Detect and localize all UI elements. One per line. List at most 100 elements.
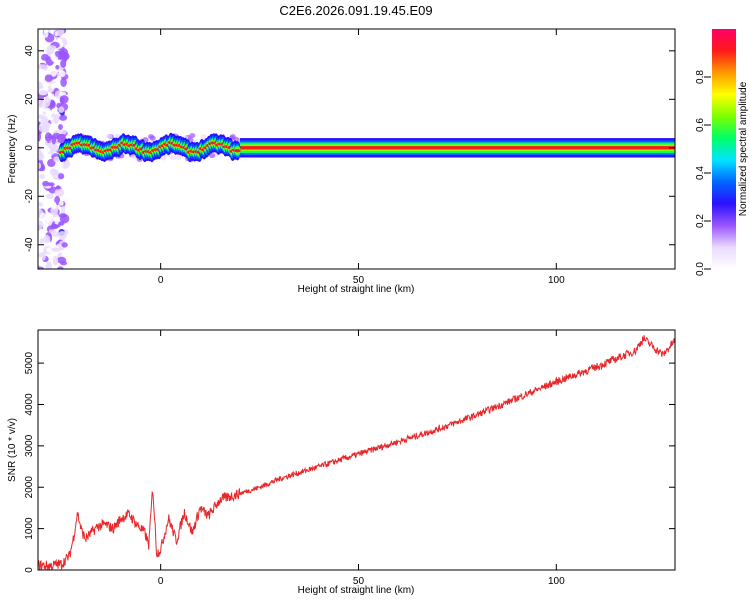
heatmap-cell xyxy=(56,185,61,190)
heatmap-cell xyxy=(38,131,41,142)
colorbar-ticks: 0.0 0.2 0.4 0.6 0.8 xyxy=(695,70,711,276)
heatmap-cell xyxy=(39,174,45,179)
x-tick-label: 0 xyxy=(158,576,164,587)
heatmap-cell xyxy=(61,251,67,258)
heatmap-ridge-cell xyxy=(234,148,241,153)
heatmap-cell xyxy=(60,260,68,266)
heatmap-cell xyxy=(44,96,51,107)
heatmap-cell xyxy=(58,124,63,131)
heatmap-cell xyxy=(60,77,67,87)
heatmap-cell xyxy=(45,261,53,269)
heatmap-cell xyxy=(42,180,50,187)
heatmap-cell xyxy=(40,53,50,61)
spectrogram-y-axis-label: Frequency (Hz) xyxy=(7,115,18,184)
heatmap-cell xyxy=(59,95,69,104)
y-tick-label: 1000 xyxy=(24,517,35,540)
y-tick-label: -40 xyxy=(24,237,35,252)
heatmap-cell xyxy=(61,129,67,135)
heatmap-cell xyxy=(40,145,50,154)
heatmap-cell xyxy=(50,263,60,269)
x-tick-label: 100 xyxy=(548,275,565,286)
heatmap-ridge-band xyxy=(239,146,675,150)
spectrogram-frame xyxy=(37,28,676,270)
heatmap-cell xyxy=(61,205,66,216)
heatmap-cell xyxy=(43,234,51,244)
heatmap-cell xyxy=(54,216,59,225)
heatmap-cell xyxy=(175,155,182,161)
heatmap-cell xyxy=(106,133,113,139)
heatmap-cell xyxy=(38,68,46,76)
heatmap-marks xyxy=(38,29,675,269)
heatmap-cell xyxy=(57,231,67,240)
colorbar: 0.0 0.2 0.4 0.6 0.8 Normalized spectral ampl… xyxy=(695,29,749,276)
heatmap-cell xyxy=(38,107,43,112)
colorbar-tick-label: 0.8 xyxy=(695,70,706,84)
heatmap-cell xyxy=(59,133,66,139)
heatmap-cell xyxy=(59,214,70,224)
y-tick-label: 20 xyxy=(24,93,35,105)
heatmap-cell xyxy=(38,124,49,133)
heatmap-cell xyxy=(52,255,59,266)
snr-x-axis-label: Height of straight line (km) xyxy=(298,585,415,596)
heatmap-cell xyxy=(44,132,52,143)
snr-series-line xyxy=(38,335,675,570)
colorbar-tick-label: 0.0 xyxy=(695,262,706,276)
heatmap-cell xyxy=(38,234,42,239)
heatmap-cell xyxy=(45,107,51,117)
heatmap-cell xyxy=(51,247,62,252)
heatmap-cell xyxy=(39,238,44,244)
heatmap-cell xyxy=(58,70,66,78)
heatmap-cell xyxy=(40,115,48,120)
heatmap-cell xyxy=(160,155,167,161)
heatmap-cell xyxy=(51,121,56,131)
snr-frame xyxy=(37,329,676,571)
y-tick-label: 2000 xyxy=(24,476,35,499)
y-tick-label: -20 xyxy=(24,189,35,204)
snr-y-axis-label: SNR (10 * v/v) xyxy=(7,418,18,482)
spectrogram-y-ticks: -40 -20 0 20 40 xyxy=(24,45,675,252)
heatmap-cell xyxy=(49,168,57,176)
heatmap-cell xyxy=(58,106,65,113)
heatmap-cell xyxy=(38,153,45,161)
heatmap-cell xyxy=(209,153,216,159)
heatmap-cell xyxy=(200,134,207,140)
x-tick-label: 50 xyxy=(353,275,365,286)
heatmap-cell xyxy=(38,99,44,108)
heatmap-cell xyxy=(38,245,41,254)
colorbar-label: Normalized spectral amplitude xyxy=(738,81,749,216)
heatmap-cell xyxy=(38,29,43,34)
y-tick-label: 4000 xyxy=(24,393,35,416)
heatmap-cell xyxy=(48,29,55,34)
colorbar-tick-label: 0.6 xyxy=(695,118,706,132)
heatmap-cell xyxy=(53,156,60,163)
heatmap-cell xyxy=(50,201,57,209)
y-tick-label: 3000 xyxy=(24,434,35,457)
heatmap-cell xyxy=(59,91,67,96)
heatmap-cell xyxy=(47,182,55,187)
heatmap-cell xyxy=(48,229,57,234)
heatmap-cell xyxy=(53,114,59,125)
heatmap-cell xyxy=(44,172,49,178)
heatmap-cell xyxy=(41,137,46,147)
heatmap-cell xyxy=(49,100,56,109)
heatmap-cell xyxy=(57,173,65,180)
y-tick-label: 0 xyxy=(24,145,35,151)
heatmap-cell xyxy=(47,88,54,93)
colorbar-tick-label: 0.2 xyxy=(695,214,706,228)
heatmap-cell xyxy=(45,193,54,199)
x-tick-label: 50 xyxy=(353,576,365,587)
heatmap-cell xyxy=(61,242,68,248)
spectrogram-x-ticks: 0 50 100 xyxy=(158,29,565,286)
heatmap-cell xyxy=(50,206,58,216)
spectrogram-panel: 0 50 100 -40 -20 0 20 40 Height of straight li… xyxy=(7,28,676,295)
heatmap-cell xyxy=(38,162,42,169)
heatmap-cell xyxy=(189,133,196,139)
heatmap-cell xyxy=(38,266,45,269)
heatmap-cell xyxy=(149,135,156,141)
y-tick-label: 5000 xyxy=(24,352,35,375)
snr-panel: 0 50 100 0 1000 2000 3000 4000 5000 Height of s… xyxy=(7,329,676,596)
heatmap-cell xyxy=(43,29,49,38)
y-tick-label: 40 xyxy=(24,45,35,57)
figure-title: C2E6.2026.091.19.45.E09 xyxy=(279,3,432,18)
